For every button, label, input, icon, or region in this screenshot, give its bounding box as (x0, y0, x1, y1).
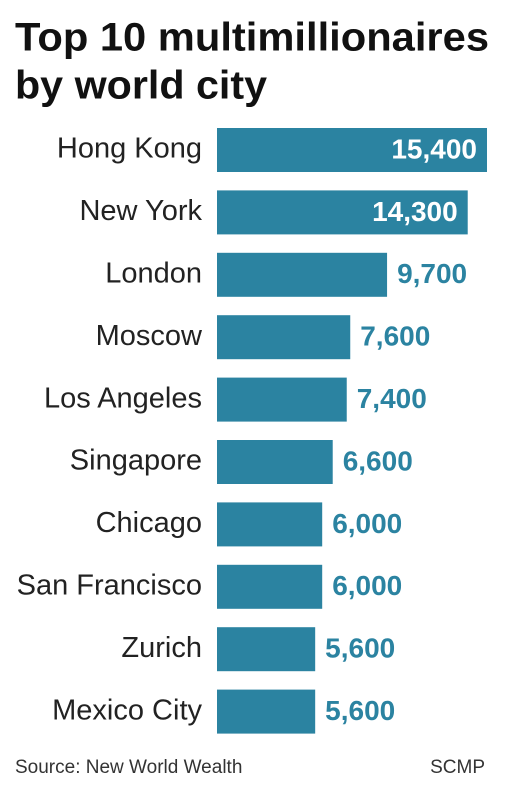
source: Source: New World Wealth (15, 757, 242, 778)
value-label: 9,700 (397, 258, 467, 289)
category-label: Mexico City (52, 694, 202, 726)
bar (217, 128, 487, 172)
category-label: New York (79, 195, 202, 227)
bar (217, 315, 351, 360)
category-label: Los Angeles (44, 382, 202, 414)
bar (217, 627, 316, 672)
category-label: Moscow (96, 320, 203, 352)
category-label: Hong Kong (57, 133, 202, 165)
value-label: 6,000 (332, 508, 402, 539)
value-label: 15,400 (391, 133, 477, 164)
value-label: 14,300 (372, 196, 458, 227)
value-label: 7,400 (357, 383, 427, 414)
value-label: 6,000 (332, 570, 402, 601)
chart-title: Top 10 multimillionaires (15, 16, 489, 60)
credit: SCMP (430, 757, 485, 778)
category-label: Chicago (96, 507, 202, 539)
bar (217, 689, 316, 734)
value-label: 6,600 (343, 445, 413, 476)
bar (217, 377, 347, 422)
category-label: Singapore (70, 445, 202, 477)
bar (217, 252, 388, 297)
value-label: 5,600 (325, 695, 395, 726)
category-label: San Francisco (17, 569, 202, 601)
category-label: Zurich (121, 632, 202, 664)
bar (217, 564, 323, 609)
bar (217, 502, 323, 547)
value-label: 5,600 (325, 633, 395, 664)
value-label: 7,600 (360, 321, 430, 352)
bar (217, 190, 468, 235)
bar (217, 440, 333, 484)
chart-title: by world city (15, 64, 268, 108)
category-label: London (105, 257, 202, 289)
